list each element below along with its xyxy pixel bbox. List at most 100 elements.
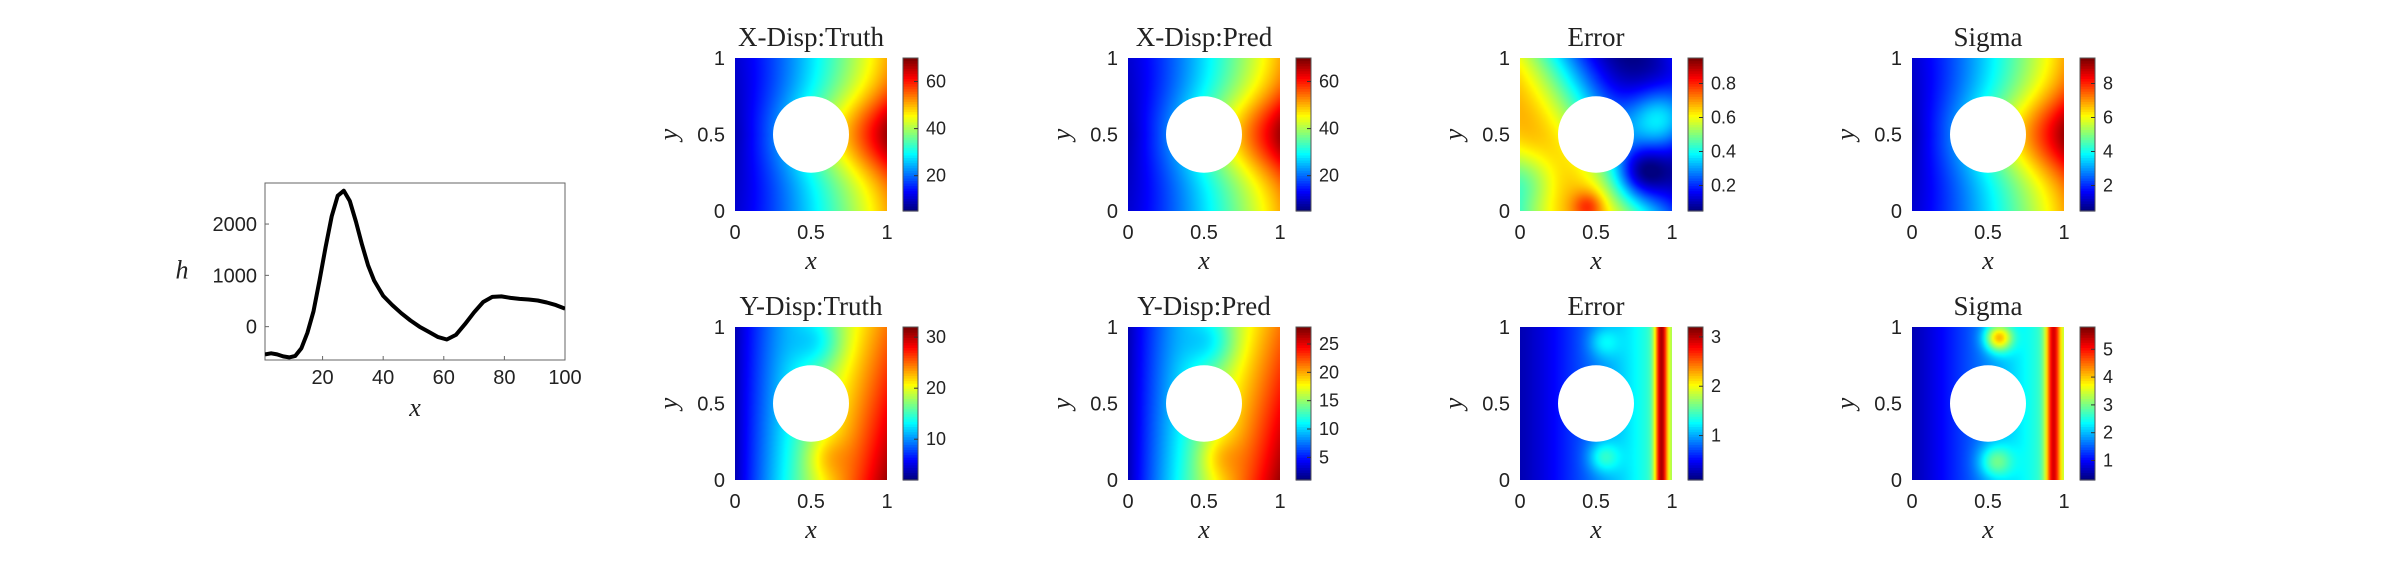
- colorbar-segment: [2080, 106, 2095, 110]
- colorbar-segment: [1296, 408, 1311, 412]
- colorbar-segment: [1688, 352, 1703, 356]
- colorbar-segment: [2080, 398, 2095, 402]
- colorbar-segment: [2080, 180, 2095, 184]
- colorbar-segment: [1688, 416, 1703, 420]
- colorbar-segment: [903, 342, 918, 346]
- y-axis-label: y: [1439, 128, 1468, 143]
- colorbar-segment: [903, 474, 918, 479]
- colorbar-segment: [2080, 208, 2095, 212]
- colorbar-segment: [1296, 441, 1311, 445]
- colorbar-segment: [1688, 418, 1703, 422]
- colorbar-segment: [1688, 109, 1703, 113]
- colorbar-segment: [903, 165, 918, 169]
- colorbar-segment: [1688, 327, 1703, 331]
- x-axis-label: x: [804, 246, 817, 275]
- colorbar-segment: [903, 423, 918, 428]
- colorbar-segment: [903, 152, 918, 156]
- colorbar-segment: [2080, 170, 2095, 174]
- colorbar-segment: [1688, 98, 1703, 102]
- colorbar-segment: [903, 142, 918, 146]
- colorbar-segment: [1296, 469, 1311, 473]
- colorbar-tick-label: 10: [926, 429, 946, 449]
- colorbar-segment: [1688, 474, 1703, 479]
- colorbar-segment: [2080, 73, 2095, 77]
- x-tick-label: 0.5: [1190, 222, 1218, 244]
- x-tick-label: 0.5: [797, 491, 825, 513]
- colorbar-segment: [903, 426, 918, 430]
- colorbar-segment: [1296, 398, 1311, 402]
- y-tick-label: 0.5: [1874, 125, 1902, 147]
- colorbar-tick-label: 2: [2103, 176, 2113, 196]
- colorbar-segment: [903, 119, 918, 123]
- panel-title: Sigma: [1953, 291, 2022, 321]
- x-tick-label: 80: [493, 367, 515, 389]
- colorbar-segment: [2080, 149, 2095, 153]
- colorbar-segment: [1296, 188, 1311, 192]
- colorbar-segment: [2080, 101, 2095, 105]
- colorbar-frame: [2079, 326, 2096, 481]
- colorbar-segment: [903, 93, 918, 97]
- colorbar-segment: [1688, 134, 1703, 138]
- colorbar-tick-label: 4: [2103, 142, 2113, 162]
- colorbar-segment: [1688, 167, 1703, 171]
- colorbar-segment: [903, 111, 918, 115]
- colorbar-tick-label: 1: [2103, 451, 2113, 471]
- colorbar-segment: [2080, 103, 2095, 108]
- colorbar-segment: [903, 380, 918, 384]
- colorbar-segment: [1688, 144, 1703, 148]
- colorbar-segment: [2080, 98, 2095, 102]
- colorbar-segment: [2080, 139, 2095, 143]
- colorbar-segment: [903, 362, 918, 366]
- y-tick-label: 1: [1107, 48, 1118, 70]
- colorbar-segment: [1688, 355, 1703, 359]
- colorbar-segment: [903, 198, 918, 202]
- colorbar-segment: [2080, 129, 2095, 133]
- colorbar-segment: [1296, 329, 1311, 333]
- colorbar-segment: [903, 459, 918, 463]
- x-tick-label: 0.5: [1582, 491, 1610, 513]
- colorbar-segment: [2080, 355, 2095, 359]
- colorbar-segment: [1688, 411, 1703, 415]
- colorbar-segment: [1688, 86, 1703, 90]
- x-tick-label: 100: [548, 367, 581, 389]
- colorbar-segment: [2080, 446, 2095, 450]
- colorbar-segment: [903, 383, 918, 387]
- colorbar-segment: [1688, 195, 1703, 199]
- colorbar-segment: [1688, 111, 1703, 115]
- colorbar-segment: [903, 378, 918, 382]
- colorbar-segment: [903, 434, 918, 438]
- colorbar-segment: [2080, 347, 2095, 351]
- colorbar-segment: [1688, 444, 1703, 448]
- x-tick-label: 1: [2058, 222, 2069, 244]
- colorbar-segment: [1296, 88, 1311, 92]
- heatmap-panel: X-Disp:Pred 0 0.5 1 0 0.5 1 x y 20 40 60: [1047, 22, 1339, 275]
- colorbar-segment: [1296, 195, 1311, 199]
- colorbar-segment: [1296, 459, 1311, 463]
- colorbar-segment: [1688, 378, 1703, 382]
- colorbar-segment: [903, 162, 918, 166]
- colorbar-segment: [903, 175, 918, 179]
- y-tick-label: 0.5: [697, 394, 725, 416]
- colorbar-segment: [903, 329, 918, 333]
- y-tick-label: 0: [1107, 470, 1118, 492]
- y-tick-label: 0.5: [697, 125, 725, 147]
- colorbar-segment: [903, 385, 918, 389]
- colorbar-segment: [1296, 149, 1311, 153]
- colorbar-segment: [1688, 408, 1703, 412]
- colorbar-segment: [1688, 472, 1703, 476]
- colorbar-segment: [1296, 78, 1311, 82]
- colorbar-segment: [903, 203, 918, 207]
- colorbar-segment: [903, 413, 918, 417]
- colorbar-segment: [2080, 177, 2095, 181]
- colorbar-segment: [2080, 413, 2095, 417]
- colorbar-segment: [1296, 180, 1311, 184]
- colorbar-segment: [1296, 347, 1311, 351]
- colorbar-segment: [1296, 124, 1311, 128]
- colorbar-segment: [1296, 144, 1311, 148]
- colorbar-segment: [2080, 165, 2095, 169]
- colorbar-tick-label: 20: [926, 378, 946, 398]
- y-tick-label: 0: [1499, 470, 1510, 492]
- colorbar-segment: [1296, 193, 1311, 197]
- colorbar-segment: [903, 421, 918, 425]
- colorbar-segment: [2080, 457, 2095, 461]
